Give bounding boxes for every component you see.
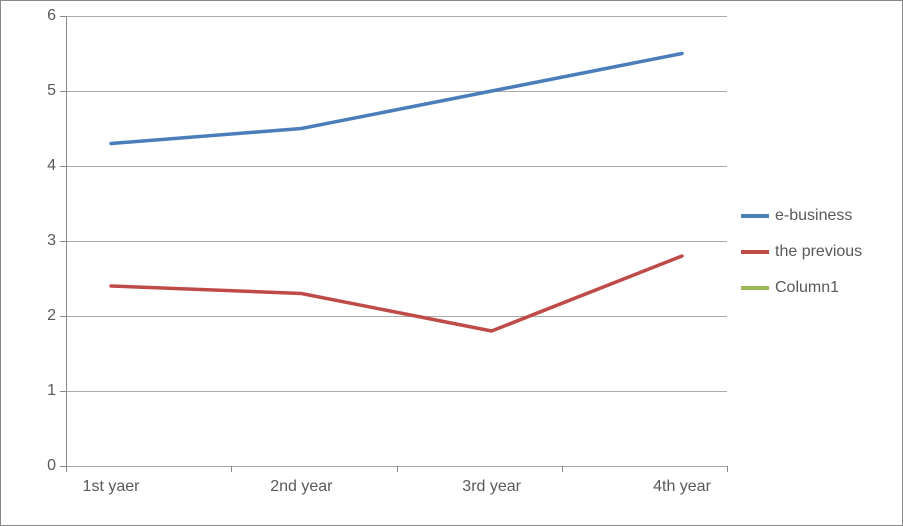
x-axis-label: 4th year <box>653 478 711 496</box>
x-axis-label: 3rd year <box>462 478 521 496</box>
legend-color-swatch <box>741 214 769 218</box>
legend-item: e-business <box>741 206 862 226</box>
plot-area <box>66 16 727 466</box>
legend-item: Column1 <box>741 278 862 298</box>
legend-item: the previous <box>741 242 862 262</box>
y-axis-line <box>66 16 67 466</box>
y-axis-label: 1 <box>36 382 56 400</box>
legend-label: Column1 <box>775 279 839 297</box>
x-tick <box>231 466 232 472</box>
y-axis-label: 4 <box>36 157 56 175</box>
line-chart: e-business the previous Column1 0 1 2 3 4 5 6 1st… <box>0 0 903 526</box>
legend-color-swatch <box>741 250 769 254</box>
series-lines <box>66 16 727 466</box>
x-axis-label: 1st yaer <box>83 478 140 496</box>
x-tick <box>562 466 563 472</box>
x-axis-label: 2nd year <box>270 478 332 496</box>
y-axis-label: 6 <box>36 7 56 25</box>
x-tick <box>397 466 398 472</box>
y-axis-label: 3 <box>36 232 56 250</box>
y-axis-label: 2 <box>36 307 56 325</box>
legend-label: the previous <box>775 243 862 261</box>
x-tick <box>727 466 728 472</box>
legend-color-swatch <box>741 286 769 290</box>
series-line-e-business <box>111 54 682 144</box>
x-tick <box>66 466 67 472</box>
y-axis-label: 0 <box>36 457 56 475</box>
legend-label: e-business <box>775 207 852 225</box>
y-axis-label: 5 <box>36 82 56 100</box>
legend: e-business the previous Column1 <box>741 206 862 314</box>
series-line-the-previous <box>111 256 682 331</box>
